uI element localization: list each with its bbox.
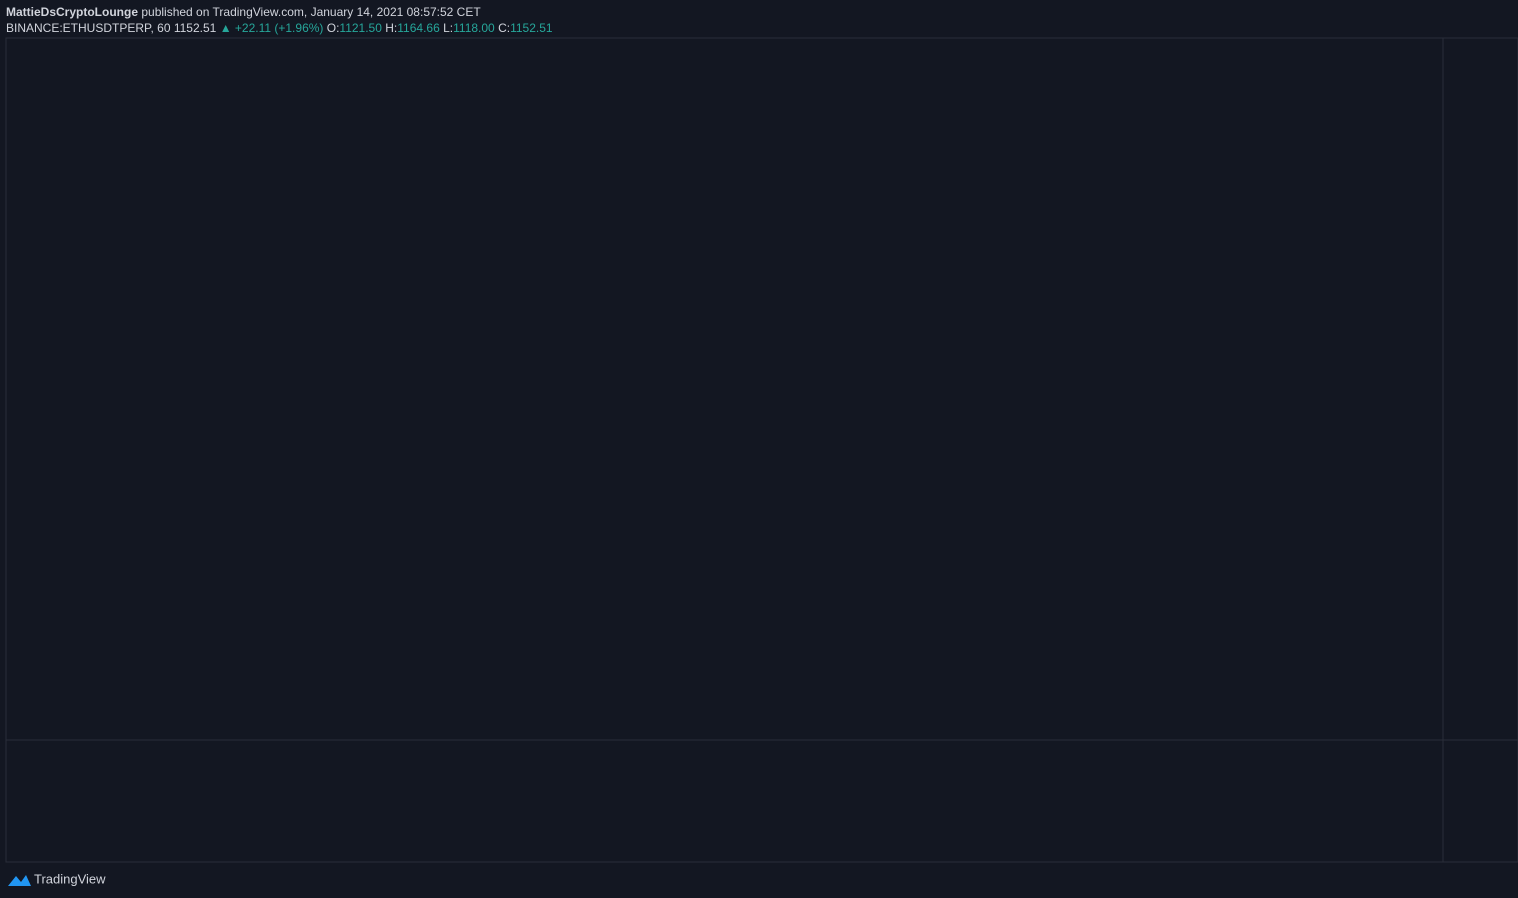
header-line: MattieDsCryptoLounge published on Tradin…	[6, 5, 481, 19]
o: 1121.50	[339, 21, 382, 35]
author[interactable]: MattieDsCryptoLounge	[6, 5, 138, 19]
c-label: C:	[498, 21, 511, 35]
h-label: H:	[385, 21, 398, 35]
l: 1118.00	[453, 21, 495, 35]
h: 1164.66	[397, 21, 440, 35]
change: ▲ +22.11 (+1.96%)	[219, 21, 324, 35]
o-label: O:	[326, 21, 340, 35]
l-label: L:	[443, 21, 454, 35]
brand-logo[interactable]: TradingView	[8, 871, 106, 886]
logo-icon[interactable]	[8, 875, 31, 886]
c: 1152.51	[510, 21, 553, 35]
price: 1152.51	[173, 21, 217, 35]
brand[interactable]: TradingView	[34, 871, 106, 886]
frame	[5, 37, 1518, 863]
header-symbol-line: BINANCE:ETHUSDTPERP, 60 1152.51 ▲ +22.11…	[6, 21, 553, 35]
published: published on TradingView.com, January 14…	[141, 5, 481, 19]
symbol: BINANCE:ETHUSDTPERP, 60	[6, 21, 171, 35]
